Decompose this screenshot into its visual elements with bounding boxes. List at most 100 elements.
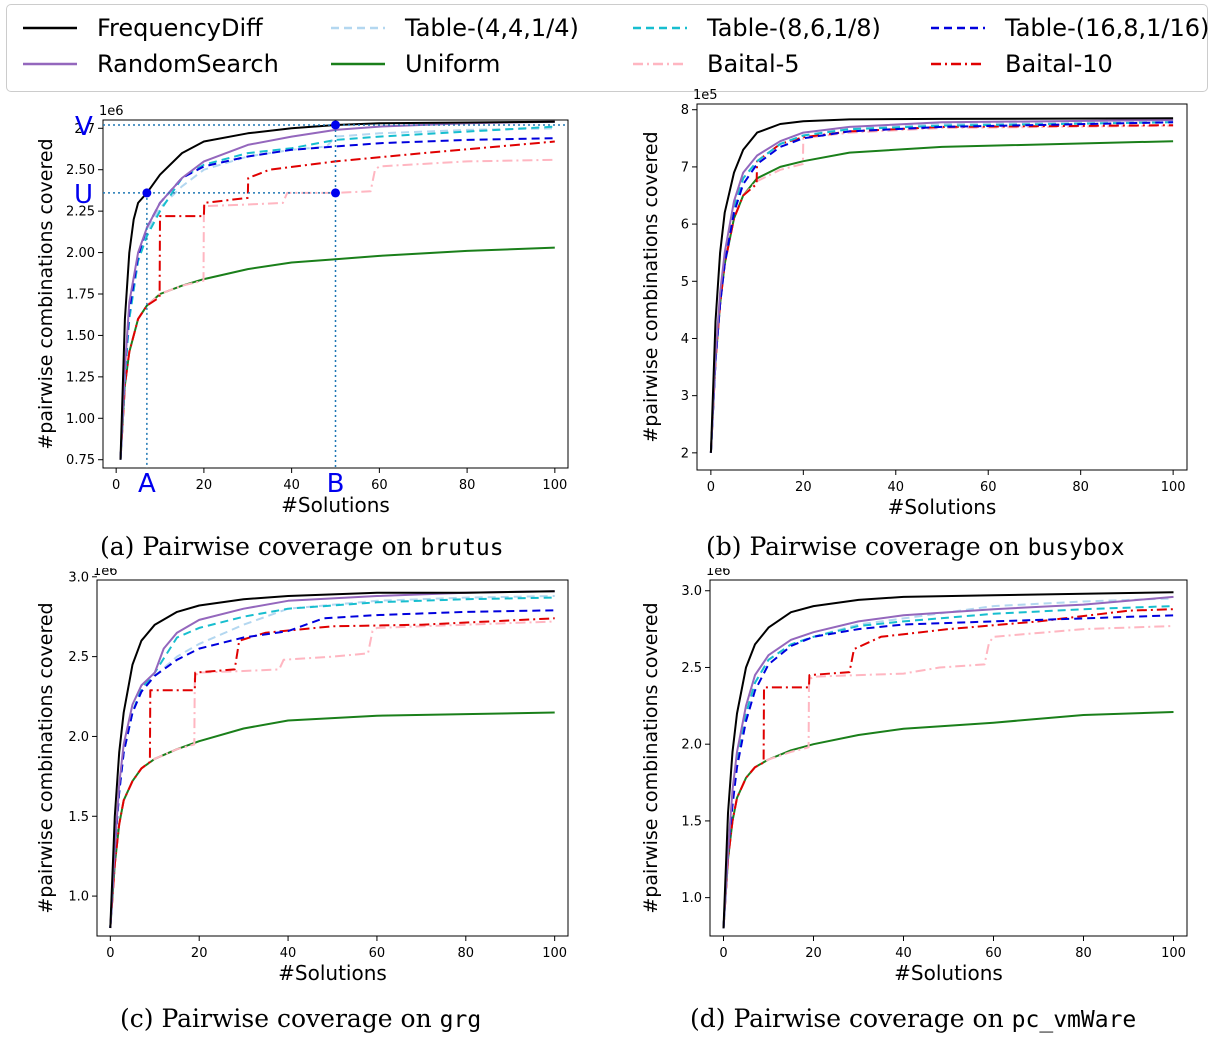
series-line-randomsearch	[119, 120, 555, 460]
axes-frame	[96, 579, 569, 937]
legend-label: FrequencyDiff	[97, 14, 263, 42]
caption-name: brutus	[420, 535, 504, 561]
y-tick-label: 2.5	[68, 650, 89, 665]
x-tick-label: 0	[112, 478, 120, 493]
legend-label: Uniform	[405, 50, 501, 78]
plot-area	[109, 590, 555, 929]
y-tick-label: 2.5	[681, 661, 702, 676]
legend-item: Table-(16,8,1/16)	[929, 13, 1209, 43]
x-tick-label: 100	[542, 946, 567, 961]
y-tick-label: 7	[681, 160, 689, 175]
series-line-randomsearch	[709, 119, 1174, 453]
chart-busybox: 0 20 40 60 80 100 2 3 4 5 6 7 8 1e5 #Solutions #pairwis…	[640, 88, 1188, 519]
x-tick-label: 40	[280, 946, 297, 961]
series-line-table-8-6-1-8-	[722, 605, 1174, 929]
legend-label: Table-(8,6,1/8)	[707, 14, 881, 42]
x-tick-label: 100	[1161, 946, 1186, 961]
y-tick-label: 8	[681, 103, 689, 118]
series-line-uniform	[109, 711, 555, 929]
x-axis-label: #Solutions	[278, 961, 387, 985]
plot-area	[722, 591, 1174, 929]
axis-multiplier: 1e5	[693, 88, 718, 103]
y-axis-label: #pairwise combinations covered	[35, 138, 57, 449]
legend-swatch	[633, 26, 687, 30]
x-tick-label: 80	[1072, 480, 1089, 495]
y-tick-label: 3.0	[68, 570, 89, 585]
legend-label: Baital-10	[1005, 50, 1113, 78]
guide-marker	[331, 120, 340, 130]
series-line-table-4-4-1-4-	[709, 120, 1174, 453]
chart-grg: 0 20 40 60 80 100 1.0 1.5 2.0 2.5 3.0 1e6 #Solutions…	[35, 568, 569, 985]
x-tick-label: 80	[458, 946, 475, 961]
plot-area	[709, 117, 1174, 453]
series-line-baital-10	[119, 140, 555, 460]
legend-swatch	[633, 62, 687, 66]
annotation-b-label: B	[327, 469, 345, 499]
legend-label: RandomSearch	[97, 50, 279, 78]
legend-item: Uniform	[329, 49, 500, 79]
legend-swatch	[331, 26, 385, 30]
y-tick-label: 2.0	[68, 730, 89, 745]
legend-label: Table-(4,4,1/4)	[405, 14, 579, 42]
x-tick-label: 100	[542, 478, 567, 493]
y-tick-label: 6	[681, 218, 689, 233]
x-tick-label: 60	[985, 946, 1002, 961]
caption-name: pc_vmWare	[1011, 1007, 1137, 1033]
series-line-uniform	[722, 711, 1174, 929]
caption-c: (c) Pairwise coverage on grg	[120, 1004, 481, 1033]
caption-a: (a) Pairwise coverage on brutus	[100, 532, 504, 561]
x-axis-label: #Solutions	[888, 495, 997, 519]
annotation-v-label: V	[75, 112, 93, 142]
y-tick-label: 2.00	[66, 246, 95, 261]
series-line-baital-10	[109, 617, 555, 929]
y-tick-label: 1.75	[66, 288, 95, 303]
series-line-baital-5	[119, 158, 555, 460]
legend-item: Table-(8,6,1/8)	[631, 13, 881, 43]
y-tick-label: 2	[681, 446, 689, 461]
x-tick-label: 0	[106, 946, 114, 961]
series-line-randomsearch	[722, 595, 1174, 929]
y-tick-label: 4	[681, 332, 689, 347]
x-tick-label: 20	[805, 946, 822, 961]
y-tick-label: 3.0	[681, 584, 702, 599]
series-line-baital-10	[722, 608, 1174, 929]
y-axis-label: #pairwise combinations covered	[35, 602, 57, 913]
series-line-table-16-8-1-16-	[119, 137, 555, 460]
legend-item: RandomSearch	[21, 49, 279, 79]
y-tick-label: 2.0	[681, 738, 702, 753]
x-tick-label: 0	[719, 946, 727, 961]
caption-name: busybox	[1027, 535, 1125, 561]
legend-label: Baital-5	[707, 50, 800, 78]
x-tick-label: 40	[888, 480, 905, 495]
legend-swatch	[23, 26, 77, 30]
caption-prefix: (a) Pairwise coverage on	[100, 532, 421, 561]
annotation-u-label: U	[74, 180, 93, 210]
caption-name: grg	[439, 1007, 482, 1033]
series-line-table-8-6-1-8-	[119, 125, 555, 460]
axis-multiplier: 1e6	[706, 568, 731, 579]
y-axis-label: #pairwise combinations covered	[640, 602, 662, 913]
y-tick-label: 1.00	[66, 412, 95, 427]
legend-swatch	[931, 26, 985, 30]
series-line-baital-10	[709, 124, 1174, 453]
legend: FrequencyDiff RandomSearch Table-(4,4,1/4)…	[6, 4, 1209, 92]
axes-frame	[696, 103, 1188, 471]
series-line-table-4-4-1-4-	[722, 597, 1174, 929]
x-tick-label: 20	[196, 478, 213, 493]
x-axis-label: #Solutions	[281, 493, 390, 517]
legend-swatch	[931, 62, 985, 66]
x-tick-label: 40	[895, 946, 912, 961]
legend-label: Table-(16,8,1/16)	[1005, 14, 1210, 42]
caption-d: (d) Pairwise coverage on pc_vmWare	[690, 1004, 1136, 1033]
x-tick-label: 20	[795, 480, 812, 495]
x-tick-label: 100	[1161, 480, 1186, 495]
plot-area	[119, 120, 555, 460]
legend-item: Baital-5	[631, 49, 800, 79]
y-tick-label: 2.50	[66, 163, 95, 178]
legend-item: FrequencyDiff	[21, 13, 263, 43]
legend-item: Baital-10	[929, 49, 1113, 79]
x-tick-label: 40	[283, 478, 300, 493]
x-tick-label: 60	[980, 480, 997, 495]
series-line-uniform	[709, 140, 1174, 453]
series-line-table-16-8-1-16-	[709, 121, 1174, 453]
